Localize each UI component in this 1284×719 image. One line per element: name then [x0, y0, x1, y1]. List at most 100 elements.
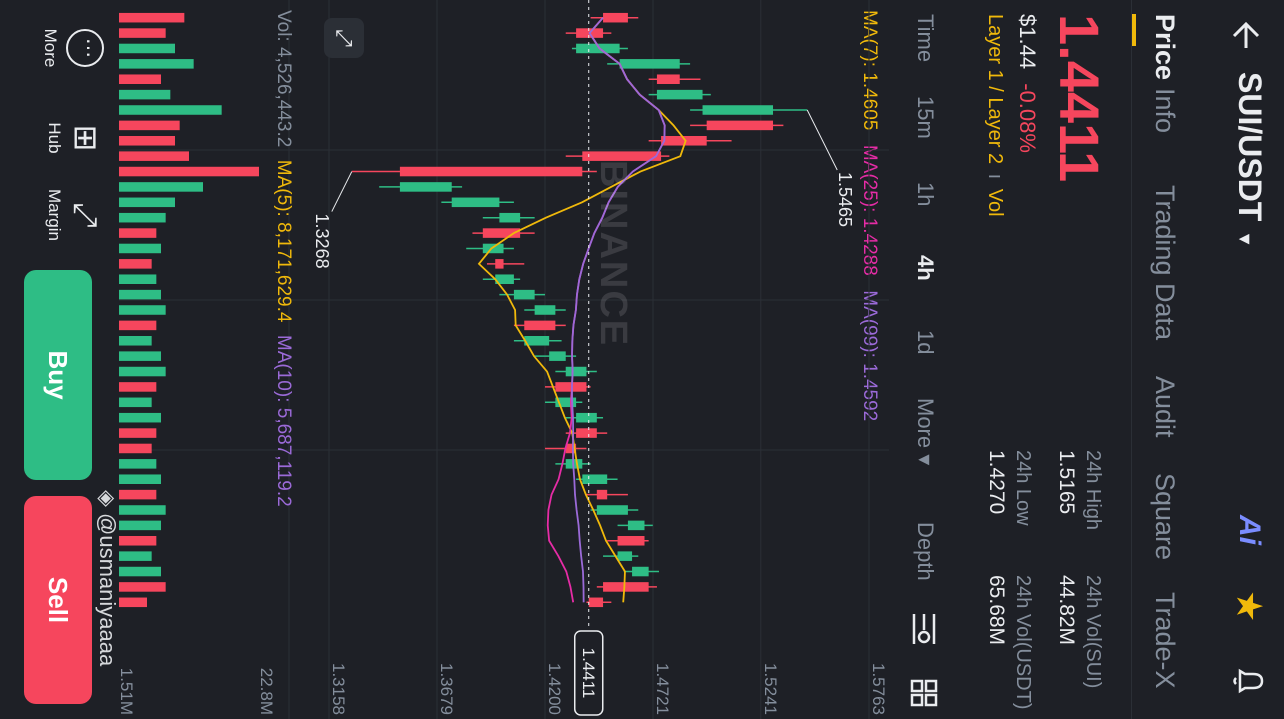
volume-bar [119, 120, 180, 131]
volume-bar [119, 243, 161, 254]
ai-icon[interactable]: Ai [1233, 515, 1266, 545]
candle-body [582, 474, 608, 485]
interval-1h[interactable]: 1h [913, 182, 938, 207]
interval-more[interactable]: More ▾ [913, 398, 938, 466]
volume-bar [118, 382, 157, 392]
buy-button[interactable]: Buy [24, 270, 92, 480]
volume-bar [118, 228, 157, 238]
volume-bar [119, 182, 203, 192]
volume-bar [119, 289, 161, 300]
candle-body [702, 105, 774, 115]
change-percent: -0.08% [1015, 83, 1040, 153]
candle-body [627, 520, 645, 531]
tab-trade-x[interactable]: Trade-X [1150, 592, 1180, 689]
volume-bar [119, 582, 166, 592]
candle-body [534, 305, 556, 315]
price-axis-label: 1.4721 [653, 663, 672, 715]
candle-body [617, 536, 645, 546]
sell-button[interactable]: Sell [24, 496, 92, 704]
watermark: ◈ @usmaniyaaaa [95, 490, 120, 667]
usd-price: $1.44 [1015, 14, 1040, 70]
candle-body [576, 43, 620, 54]
volume-bar [118, 459, 157, 469]
volume-bar [119, 520, 161, 531]
chart-watermark: BINANCE [592, 160, 634, 348]
high-label: 24h High [1082, 450, 1104, 531]
candle-body [451, 197, 500, 208]
volume-bar [118, 274, 157, 285]
margin-icon: ⤢ [68, 202, 104, 228]
low-label: 24h Low [1012, 450, 1034, 526]
candle-body [596, 505, 628, 515]
volume-bar [119, 105, 222, 115]
volume-bar [119, 305, 166, 315]
bell-icon[interactable] [1230, 663, 1268, 699]
interval-time[interactable]: Time [913, 14, 938, 63]
tab-trading-data[interactable]: Trading Data [1150, 185, 1180, 341]
candle-body [617, 551, 633, 561]
interval-depth[interactable]: Depth [913, 522, 938, 581]
low-value: 1.4270 [985, 450, 1008, 515]
candle-body [706, 120, 774, 131]
vol-tag[interactable]: Vol [984, 188, 1006, 217]
price-axis-label: 1.5241 [761, 663, 780, 715]
volume-bar [119, 74, 161, 85]
candle-body [576, 428, 597, 438]
candle-body [549, 351, 566, 361]
tab-square[interactable]: Square [1150, 473, 1180, 561]
candle-body [524, 320, 556, 331]
more-icon: ⋯ [66, 29, 104, 67]
volume-bar [119, 566, 161, 577]
volume-bar [118, 320, 157, 331]
tab-info[interactable]: Info [1150, 88, 1180, 134]
candle-body [603, 12, 628, 23]
volume-bar [119, 59, 194, 69]
candle-body [524, 336, 550, 346]
layout-grid-icon[interactable] [909, 678, 939, 708]
interval-1d[interactable]: 1d [913, 330, 938, 355]
candle-body [582, 151, 662, 161]
candle-body [513, 289, 535, 300]
candle-body [495, 259, 504, 269]
volume-bar [118, 12, 185, 23]
volume-bar [119, 366, 166, 377]
vol-usdt-label: 24h Vol(USDT) [1012, 575, 1034, 710]
header: SUI/USDT ▼ Ai ★ Price Info Trading Data … [1132, 0, 1284, 719]
interval-4h[interactable]: 4h [913, 255, 938, 281]
hub-button[interactable]: ⊞ Hub [44, 108, 104, 168]
volume-bar [119, 336, 152, 346]
volume-bar [119, 351, 161, 361]
volume-bar [119, 28, 166, 38]
low-marker-label: 1.3268 [312, 214, 332, 269]
more-button[interactable]: ⋯ More [40, 18, 104, 78]
vol-ma5-value: MA(5): 8,171,629.4 [273, 159, 294, 323]
volume-bar [119, 197, 175, 208]
star-icon[interactable]: ★ [1229, 590, 1270, 623]
expand-icon[interactable]: ⤢ [324, 18, 364, 58]
volume-bar [118, 489, 157, 500]
volume-bar [119, 597, 147, 608]
volume-bar [119, 43, 175, 54]
tab-price[interactable]: Price [1150, 14, 1180, 81]
tab-audit[interactable]: Audit [1150, 376, 1180, 438]
candlestick-chart[interactable]: 1.5763 1.5241 1.4721 1.4200 1.3679 1.3158 22.8… [114, 0, 889, 719]
candle-body [482, 243, 504, 254]
margin-button[interactable]: ⤢ Margin [44, 180, 104, 250]
volume-bar [119, 443, 152, 454]
symbol-selector[interactable]: SUI/USDT ▼ [1231, 72, 1268, 248]
high-value: 1.5165 [1055, 450, 1078, 515]
price-axis-label: 1.5763 [869, 663, 888, 715]
category-tag[interactable]: Layer 1 / Layer 2 [984, 14, 1006, 165]
hub-icon: ⊞ [68, 124, 104, 152]
indicator-settings-icon[interactable] [909, 612, 939, 646]
candle-body [588, 597, 604, 608]
price-chart[interactable]: 1.5763 1.5241 1.4721 1.4200 1.3679 1.3158 22.8… [114, 0, 889, 719]
volume-bar [118, 536, 157, 546]
back-arrow-icon[interactable] [1228, 18, 1264, 54]
volume-axis-label: 22.8M [257, 668, 276, 715]
interval-15m[interactable]: 15m [913, 96, 938, 139]
tags[interactable]: Layer 1 / Layer 2 ı Vol [984, 14, 1006, 217]
candle-body [499, 212, 521, 223]
volume-axis-label: 1.51M [117, 668, 136, 715]
